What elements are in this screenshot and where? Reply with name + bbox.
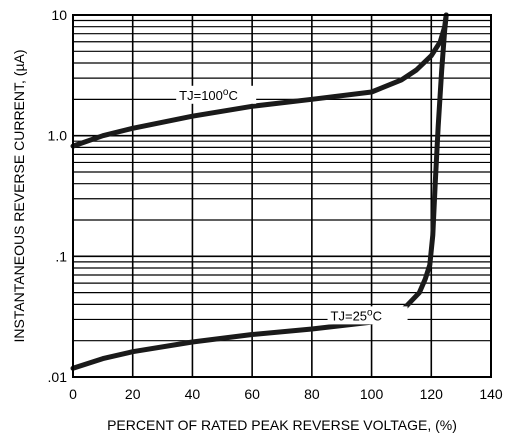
x-axis-title: PERCENT OF RATED PEAK REVERSE VOLTAGE, (… <box>107 417 457 433</box>
x-tick-label: 20 <box>125 386 141 402</box>
plot-frame <box>72 14 492 378</box>
y-tick-label: .01 <box>48 369 68 385</box>
y-tick-label: 10 <box>51 7 67 23</box>
x-tick-label: 80 <box>304 386 320 402</box>
series-line-1 <box>70 12 449 371</box>
curves <box>70 12 449 371</box>
y-tick-label: .1 <box>55 248 67 264</box>
x-tick-label: 60 <box>244 386 260 402</box>
series-line-0 <box>70 12 449 149</box>
y-tick-labels: .01 .1 1.0 10 <box>48 7 68 385</box>
x-tick-label: 140 <box>479 386 503 402</box>
curve-labels: TJ=100oC TJ=25oC <box>176 85 408 325</box>
grid-lines <box>72 15 492 378</box>
x-tick-label: 120 <box>420 386 444 402</box>
x-tick-label: 0 <box>69 386 77 402</box>
x-tick-labels: 0 20 40 60 80 100 120 140 <box>69 386 503 402</box>
y-tick-label: 1.0 <box>48 128 68 144</box>
y-axis-title: INSTANTANEOUS REVERSE CURRENT, (µA) <box>11 49 27 342</box>
series-label-0: TJ=100oC <box>176 85 257 104</box>
x-tick-label: 100 <box>360 386 384 402</box>
series-name-0: TJ=100oC <box>179 87 238 103</box>
series-label-1: TJ=25oC <box>327 306 408 325</box>
x-tick-label: 40 <box>185 386 201 402</box>
series-name-1: TJ=25oC <box>331 307 382 323</box>
